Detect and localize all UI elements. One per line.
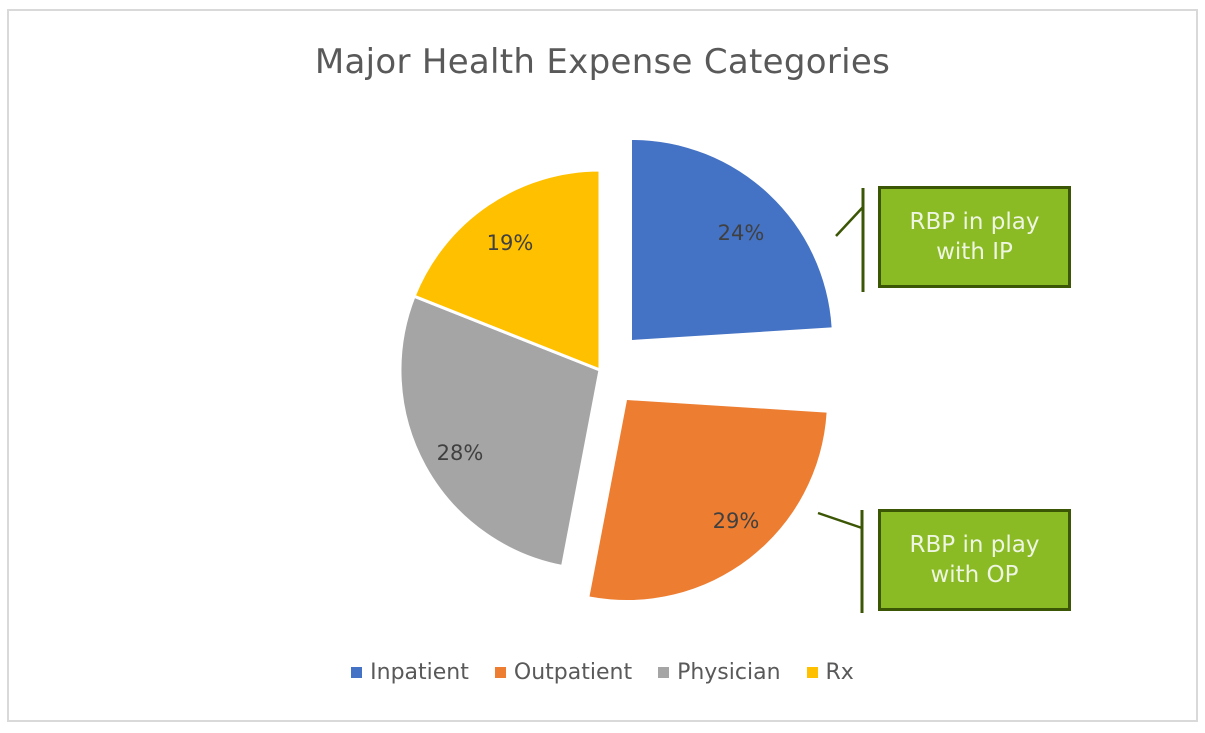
legend-label: Inpatient (370, 660, 469, 685)
legend-item-physician[interactable]: Physician (658, 660, 781, 685)
slice-outpatient[interactable] (589, 400, 827, 601)
chart-title: Major Health Expense Categories (314, 42, 891, 82)
callout-op-line1: RBP in play (909, 532, 1040, 558)
legend-swatch-icon (658, 667, 670, 678)
chart-legend: Inpatient Outpatient Physician Rx (0, 660, 1205, 685)
callout-op: RBP in play with OP (878, 509, 1071, 611)
legend-label: Rx (825, 660, 854, 685)
callout-ip-leader (835, 206, 864, 237)
data-label-rx: 19% (487, 231, 534, 255)
legend-item-rx[interactable]: Rx (806, 660, 854, 685)
callout-ip-line1: RBP in play (909, 209, 1040, 235)
legend-label: Physician (677, 660, 781, 685)
data-label-outpatient: 29% (713, 509, 760, 533)
slice-physician[interactable] (398, 294, 602, 569)
callout-op-leader (817, 511, 863, 530)
legend-label: Outpatient (513, 660, 633, 685)
legend-swatch-icon (494, 667, 506, 678)
callout-ip: RBP in play with IP (878, 186, 1071, 288)
callout-op-line2: with OP (930, 562, 1019, 588)
legend-item-inpatient[interactable]: Inpatient (351, 660, 469, 685)
callout-ip-line2: with IP (936, 239, 1013, 265)
chart-area-border (7, 9, 1198, 722)
data-label-physician: 28% (437, 441, 484, 465)
legend-swatch-icon (806, 667, 818, 678)
legend-swatch-icon (351, 667, 363, 678)
legend-item-outpatient[interactable]: Outpatient (494, 660, 633, 685)
slice-inpatient[interactable] (632, 140, 832, 340)
data-label-inpatient: 24% (718, 221, 765, 245)
slice-rx[interactable] (412, 168, 602, 373)
